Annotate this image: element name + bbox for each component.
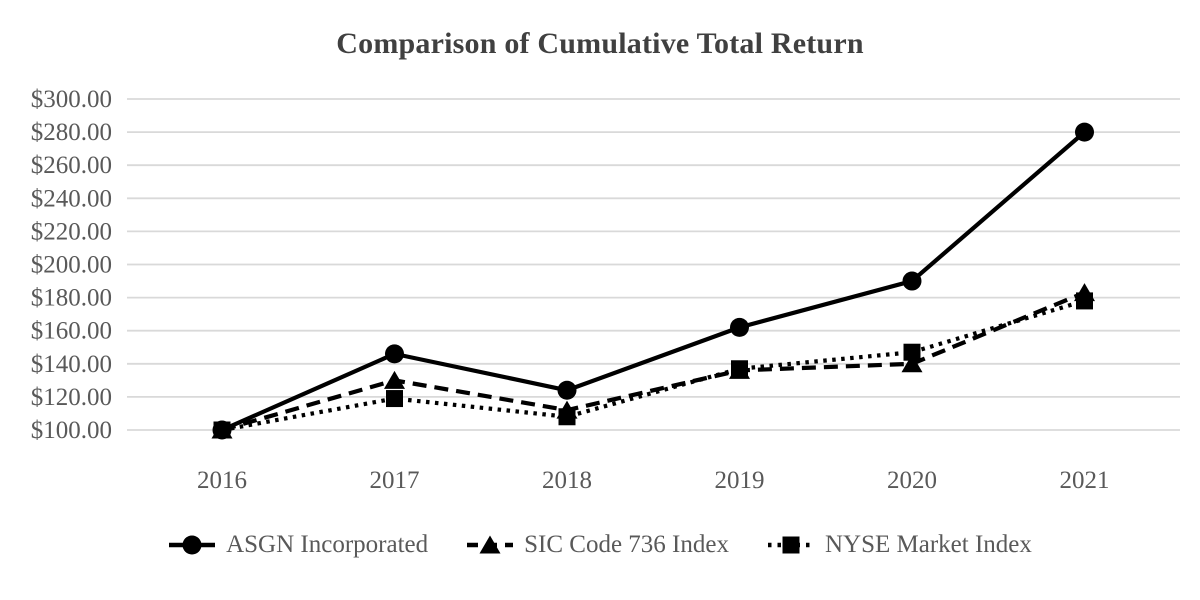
legend-item-sic-code-736-index: SIC Code 736 Index xyxy=(466,531,729,559)
y-axis-tick-label: $100.00 xyxy=(31,417,112,444)
legend-label-asgn: ASGN Incorporated xyxy=(226,531,429,558)
y-axis-tick-label: $120.00 xyxy=(31,384,112,411)
y-axis-tick-label: $300.00 xyxy=(31,86,112,113)
series-line-circle xyxy=(221,130,1086,432)
y-axis-tick-label: $260.00 xyxy=(31,152,112,179)
data-point-square xyxy=(1076,292,1093,310)
legend: ASGN Incorporated SIC Code 736 Index NYS… xyxy=(0,531,1200,559)
data-point-square xyxy=(213,421,231,439)
solid-line-circle-marker-icon xyxy=(169,535,216,555)
chart-title: Comparison of Cumulative Total Return xyxy=(336,27,864,60)
dotted-line-square-marker-icon xyxy=(767,536,814,554)
dashed-line-triangle-marker-icon xyxy=(467,535,514,554)
y-axis-tick-label: $140.00 xyxy=(31,351,112,378)
data-point-circle xyxy=(557,380,577,400)
x-axis-tick-label: 2018 xyxy=(542,467,592,494)
plot-area: $100.00 $120.00 $140.00 $160.00 $180.00 $200.… xyxy=(31,86,1180,494)
data-point-circle xyxy=(902,271,922,291)
y-axis-tick-label: $200.00 xyxy=(31,252,112,279)
data-point-circle xyxy=(730,317,749,337)
data-point-triangle xyxy=(384,370,405,389)
y-axis-tick-label: $220.00 xyxy=(31,218,112,245)
data-point-square xyxy=(386,390,403,408)
data-point-triangle xyxy=(901,354,923,373)
y-axis-tick-label: $160.00 xyxy=(31,318,112,345)
data-point-square xyxy=(731,360,748,378)
data-point-square xyxy=(903,343,921,361)
legend-item-asgn-incorporated: ASGN Incorporated xyxy=(168,531,428,559)
x-axis-tick-label: 2020 xyxy=(887,467,937,494)
series-line-square xyxy=(221,298,1086,433)
data-point-circle xyxy=(1075,122,1094,142)
legend-item-nyse-market-index: NYSE Market Index xyxy=(767,531,1032,559)
y-axis-tick-label: $280.00 xyxy=(31,119,112,146)
y-axis-tick-label: $240.00 xyxy=(31,185,112,212)
legend-label-nyse: NYSE Market Index xyxy=(824,531,1032,558)
y-axis-tick-label: $180.00 xyxy=(31,285,112,312)
x-axis-tick-label: 2016 xyxy=(197,467,247,494)
x-axis-tick-label: 2021 xyxy=(1060,467,1110,494)
data-point-square xyxy=(558,408,576,426)
series-line-triangle xyxy=(221,290,1086,433)
x-axis-tick-label: 2019 xyxy=(715,467,765,494)
data-point-circle xyxy=(385,344,404,364)
legend-label-sic: SIC Code 736 Index xyxy=(524,531,729,558)
x-axis-tick-label: 2017 xyxy=(370,467,420,494)
